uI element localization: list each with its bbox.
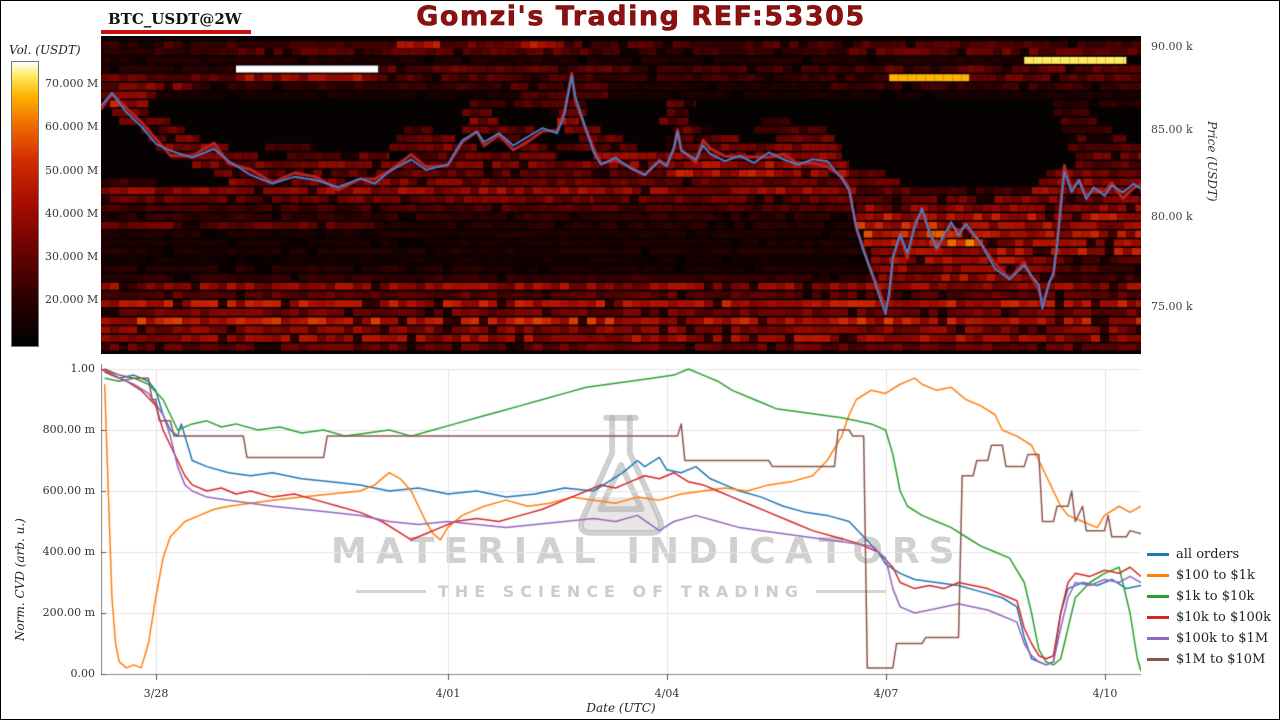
volume-colorbar bbox=[11, 61, 39, 347]
cvd-y-tick: 0.00 bbox=[70, 667, 96, 680]
cvd-x-tick: 4/04 bbox=[654, 687, 680, 700]
symbol-underline-accent bbox=[101, 30, 251, 34]
legend-item: all orders bbox=[1147, 546, 1271, 562]
price-axis-tick: 75.00 k bbox=[1151, 300, 1193, 313]
legend-label: $1k to $10k bbox=[1176, 588, 1255, 604]
colorbar-tick: 30.000 M bbox=[45, 250, 99, 263]
cvd-y-tick: 400.00 m bbox=[42, 545, 95, 558]
legend-swatch bbox=[1147, 657, 1169, 661]
cvd-x-tick: 4/07 bbox=[873, 687, 899, 700]
legend-item: $100 to $1k bbox=[1147, 567, 1271, 583]
cvd-y-axis-label: Norm. CVD (arb. u.) bbox=[13, 518, 27, 641]
legend: all orders $100 to $1k $1k to $10k $10k … bbox=[1147, 546, 1271, 667]
colorbar-tick: 50.000 M bbox=[45, 164, 99, 177]
colorbar-tick: 60.000 M bbox=[45, 120, 99, 133]
legend-label: $100k to $1M bbox=[1176, 630, 1269, 646]
cvd-y-tick: 600.00 m bbox=[42, 484, 95, 497]
legend-label: $1M to $10M bbox=[1176, 651, 1266, 667]
legend-swatch bbox=[1147, 594, 1169, 598]
legend-label: all orders bbox=[1176, 546, 1240, 562]
legend-item: $1k to $10k bbox=[1147, 588, 1271, 604]
price-axis-label: Price (USDT) bbox=[1205, 121, 1219, 202]
price-axis-tick: 85.00 k bbox=[1151, 123, 1193, 136]
cvd-chart-canvas bbox=[101, 364, 1141, 684]
cvd-y-tick: 200.00 m bbox=[42, 606, 95, 619]
legend-item: $10k to $100k bbox=[1147, 609, 1271, 625]
legend-label: $100 to $1k bbox=[1176, 567, 1255, 583]
legend-item: $1M to $10M bbox=[1147, 651, 1271, 667]
price-axis-tick: 90.00 k bbox=[1151, 40, 1193, 53]
legend-swatch bbox=[1147, 552, 1169, 556]
legend-swatch bbox=[1147, 636, 1169, 640]
cvd-y-tick: 800.00 m bbox=[42, 423, 95, 436]
cvd-x-tick: 4/10 bbox=[1092, 687, 1118, 700]
colorbar-tick: 20.000 M bbox=[45, 293, 99, 306]
legend-swatch bbox=[1147, 573, 1169, 577]
colorbar-label: Vol. (USDT) bbox=[9, 43, 81, 57]
price-axis-tick: 80.00 k bbox=[1151, 210, 1193, 223]
cvd-x-tick: 3/28 bbox=[143, 687, 169, 700]
colorbar-tick: 70.000 M bbox=[45, 77, 99, 90]
colorbar-tick: 40.000 M bbox=[45, 207, 99, 220]
page-title: Gomzi's Trading REF:53305 bbox=[416, 1, 866, 33]
cvd-y-tick: 1.00 bbox=[70, 362, 96, 375]
legend-label: $10k to $100k bbox=[1176, 609, 1271, 625]
legend-item: $100k to $1M bbox=[1147, 630, 1271, 646]
cvd-x-axis-label: Date (UTC) bbox=[586, 701, 656, 715]
cvd-x-tick: 4/01 bbox=[435, 687, 461, 700]
symbol-label: BTC_USDT@2W bbox=[108, 10, 242, 28]
liquidity-heatmap-canvas bbox=[101, 36, 1141, 354]
legend-swatch bbox=[1147, 615, 1169, 619]
